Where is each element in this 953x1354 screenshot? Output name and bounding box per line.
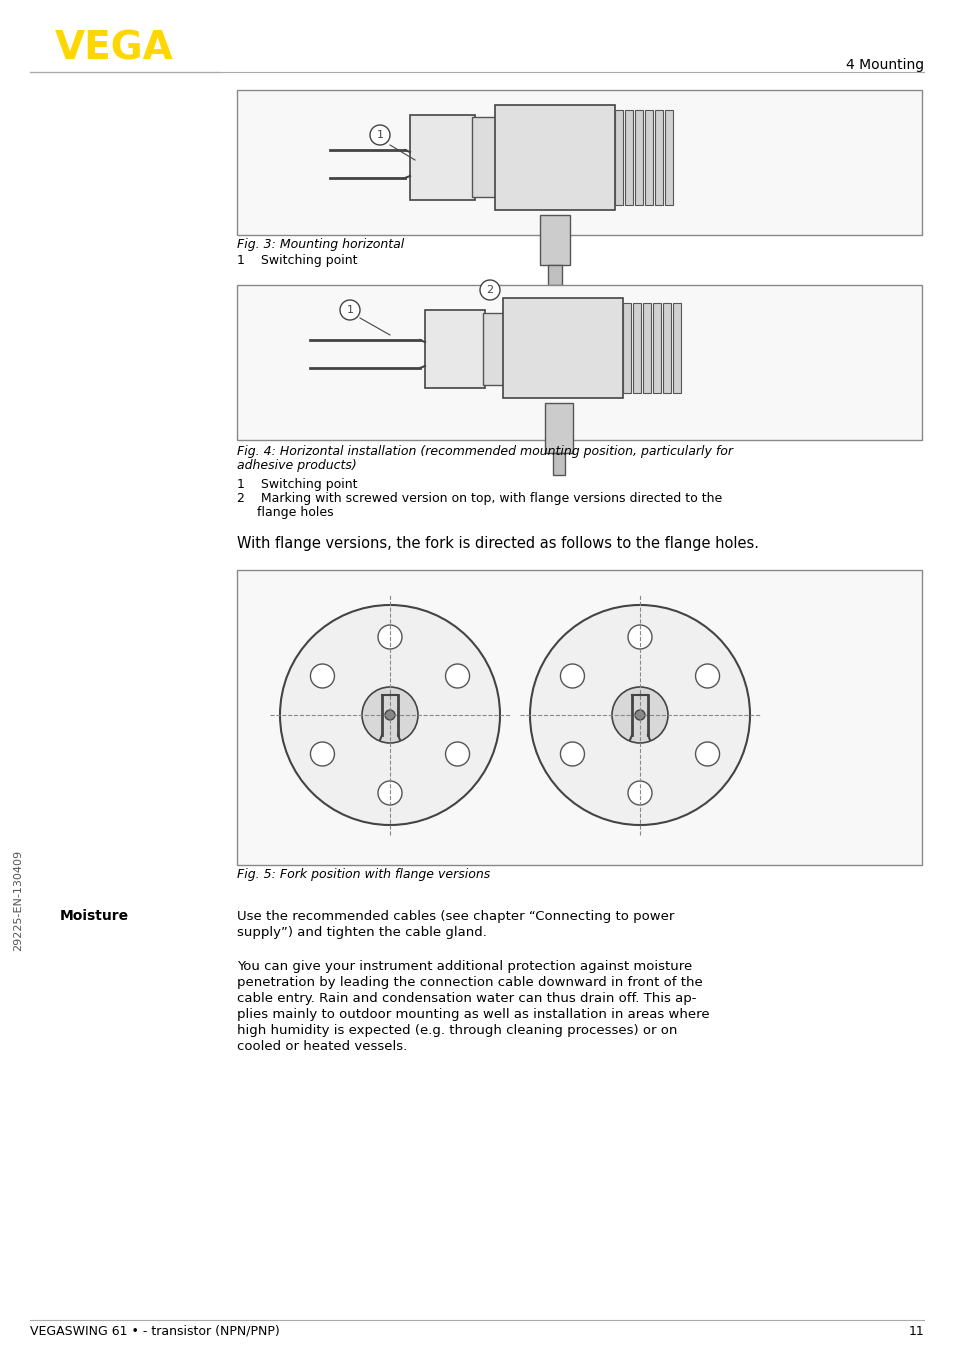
Text: 2: 2 bbox=[486, 284, 493, 295]
Bar bbox=[424, 310, 484, 389]
Bar bbox=[642, 303, 650, 393]
Text: Fig. 4: Horizontal installation (recommended mounting position, particularly for: Fig. 4: Horizontal installation (recomme… bbox=[236, 445, 732, 458]
Bar bbox=[472, 116, 497, 196]
Text: cable entry. Rain and condensation water can thus drain off. This ap-: cable entry. Rain and condensation water… bbox=[236, 992, 696, 1005]
Text: 11: 11 bbox=[907, 1326, 923, 1338]
Text: 4 Mounting: 4 Mounting bbox=[845, 58, 923, 72]
Circle shape bbox=[445, 742, 469, 766]
Circle shape bbox=[695, 663, 719, 688]
Text: supply”) and tighten the cable gland.: supply”) and tighten the cable gland. bbox=[236, 926, 486, 940]
Bar bbox=[652, 303, 660, 393]
Text: You can give your instrument additional protection against moisture: You can give your instrument additional … bbox=[236, 960, 692, 974]
Bar bbox=[544, 403, 573, 454]
Bar bbox=[624, 110, 633, 204]
Text: cooled or heated vessels.: cooled or heated vessels. bbox=[236, 1040, 407, 1053]
Text: plies mainly to outdoor mounting as well as installation in areas where: plies mainly to outdoor mounting as well… bbox=[236, 1007, 709, 1021]
Bar bbox=[482, 313, 504, 385]
Bar bbox=[655, 110, 662, 204]
Bar bbox=[633, 303, 640, 393]
Circle shape bbox=[445, 663, 469, 688]
Text: Fig. 5: Fork position with flange versions: Fig. 5: Fork position with flange versio… bbox=[236, 868, 490, 881]
Bar bbox=[236, 570, 921, 865]
Bar bbox=[553, 454, 564, 475]
Text: 2    Marking with screwed version on top, with flange versions directed to the: 2 Marking with screwed version on top, w… bbox=[236, 492, 721, 505]
Text: penetration by leading the connection cable downward in front of the: penetration by leading the connection ca… bbox=[236, 976, 702, 988]
Bar bbox=[410, 115, 475, 200]
Text: high humidity is expected (e.g. through cleaning processes) or on: high humidity is expected (e.g. through … bbox=[236, 1024, 677, 1037]
Circle shape bbox=[559, 742, 584, 766]
Circle shape bbox=[361, 686, 417, 743]
Text: Moisture: Moisture bbox=[60, 909, 129, 923]
Text: 1: 1 bbox=[346, 305, 354, 315]
Circle shape bbox=[559, 663, 584, 688]
Circle shape bbox=[377, 626, 401, 649]
Bar bbox=[644, 110, 652, 204]
Bar bbox=[672, 303, 680, 393]
Circle shape bbox=[627, 626, 651, 649]
Text: 1: 1 bbox=[376, 130, 383, 139]
Text: With flange versions, the fork is directed as follows to the flange holes.: With flange versions, the fork is direct… bbox=[236, 536, 759, 551]
Bar bbox=[539, 215, 569, 265]
Text: Use the recommended cables (see chapter “Connecting to power: Use the recommended cables (see chapter … bbox=[236, 910, 674, 923]
Circle shape bbox=[635, 709, 644, 720]
Text: 29225-EN-130409: 29225-EN-130409 bbox=[13, 849, 23, 951]
Circle shape bbox=[310, 742, 335, 766]
Bar bbox=[547, 265, 561, 284]
Text: Fig. 3: Mounting horizontal: Fig. 3: Mounting horizontal bbox=[236, 238, 404, 250]
Bar bbox=[662, 303, 670, 393]
Circle shape bbox=[370, 125, 390, 145]
Bar bbox=[635, 110, 642, 204]
Circle shape bbox=[612, 686, 667, 743]
Circle shape bbox=[280, 605, 499, 825]
Bar bbox=[622, 303, 630, 393]
Text: adhesive products): adhesive products) bbox=[236, 459, 356, 473]
Circle shape bbox=[310, 663, 335, 688]
Bar bbox=[615, 110, 622, 204]
Bar bbox=[664, 110, 672, 204]
Text: VEGA: VEGA bbox=[55, 30, 173, 68]
Text: VEGASWING 61 • - transistor (NPN/PNP): VEGASWING 61 • - transistor (NPN/PNP) bbox=[30, 1326, 279, 1338]
Bar bbox=[495, 106, 615, 210]
Bar bbox=[236, 89, 921, 236]
Text: flange holes: flange holes bbox=[236, 506, 334, 519]
Circle shape bbox=[530, 605, 749, 825]
Circle shape bbox=[385, 709, 395, 720]
Bar bbox=[502, 298, 622, 398]
Circle shape bbox=[377, 781, 401, 806]
Circle shape bbox=[695, 742, 719, 766]
Circle shape bbox=[479, 280, 499, 301]
Text: 1    Switching point: 1 Switching point bbox=[236, 478, 357, 492]
Circle shape bbox=[627, 781, 651, 806]
Bar bbox=[236, 284, 921, 440]
Circle shape bbox=[339, 301, 359, 320]
Text: 1    Switching point: 1 Switching point bbox=[236, 255, 357, 267]
